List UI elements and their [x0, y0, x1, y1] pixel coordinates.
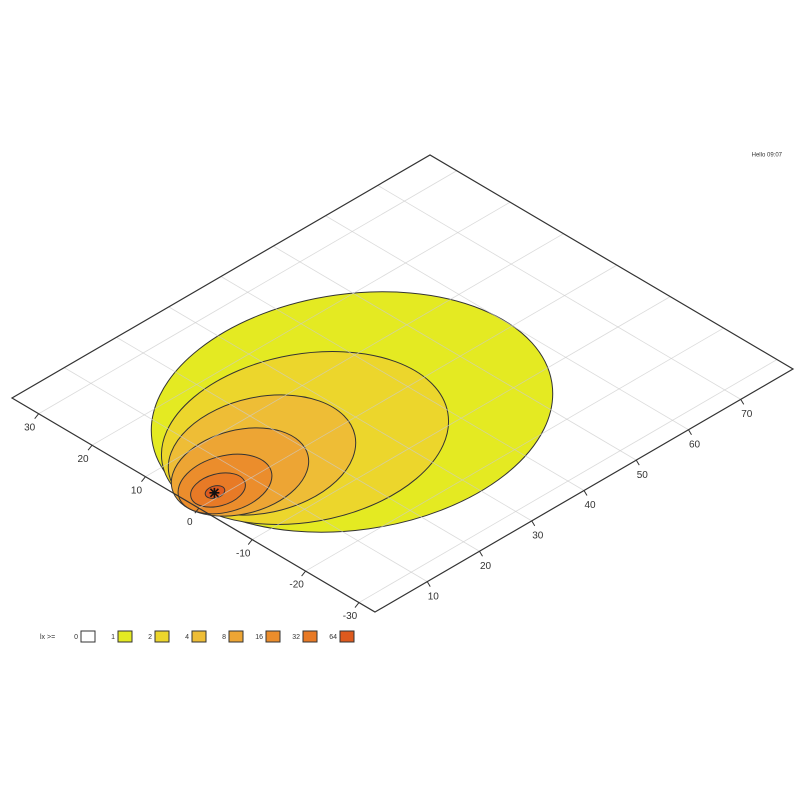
legend-swatch	[339, 630, 355, 643]
legend-swatch	[154, 630, 170, 643]
grid-line	[38, 170, 457, 415]
stamp: Hello 09:07	[752, 153, 783, 159]
grid-line	[198, 264, 618, 509]
legend-label: 16	[255, 634, 263, 641]
legend-label: 32	[292, 634, 300, 641]
x-tick	[531, 520, 536, 527]
grid-line	[273, 245, 637, 461]
legend-label: 8	[222, 634, 226, 641]
x-tick	[688, 429, 692, 436]
legend-swatch	[191, 630, 207, 643]
x-tick	[583, 490, 588, 496]
y-tick-label: 10	[131, 485, 143, 496]
legend-label: 64	[329, 634, 337, 641]
y-tick	[34, 413, 40, 420]
x-tick-label: 20	[480, 561, 492, 572]
y-tick-label: 20	[78, 454, 90, 465]
y-tick	[354, 602, 360, 608]
y-tick	[141, 476, 146, 482]
y-tick	[301, 570, 306, 577]
x-tick	[740, 399, 745, 405]
source-marker	[209, 487, 220, 498]
legend-title: lx >=	[40, 634, 55, 641]
legend-swatch	[302, 630, 318, 643]
y-tick-label: 30	[24, 422, 36, 433]
y-tick	[194, 507, 200, 514]
x-tick	[479, 550, 483, 557]
legend-label: 4	[185, 634, 189, 641]
x-tick-label: 30	[532, 531, 544, 542]
legend-swatch	[265, 630, 281, 643]
grid-line	[325, 215, 689, 431]
x-tick-label: 10	[428, 591, 440, 602]
y-tick	[87, 444, 93, 451]
legend-label: 1	[111, 634, 115, 641]
grid-line	[91, 201, 511, 446]
legend-label: 2	[148, 634, 152, 641]
y-tick-label: -20	[289, 580, 304, 591]
y-tick-label: -30	[343, 611, 358, 622]
legend-swatch	[228, 630, 244, 643]
x-tick-label: 70	[741, 409, 753, 420]
x-tick	[635, 459, 640, 466]
x-tick-label: 50	[637, 470, 649, 481]
legend-label: 0	[74, 634, 78, 641]
x-tick-label: 40	[584, 500, 596, 511]
plot-border	[10, 154, 795, 613]
legend-swatch	[80, 630, 96, 643]
grid-line	[116, 336, 480, 552]
y-tick	[247, 539, 253, 545]
grid-line	[64, 367, 428, 582]
grid-line	[358, 359, 778, 603]
y-tick-label: -10	[236, 548, 251, 559]
grid-line	[145, 233, 564, 478]
x-tick-label: 60	[689, 439, 701, 450]
grid-line	[305, 327, 724, 572]
grid-line	[168, 306, 532, 522]
legend-swatch	[117, 630, 133, 643]
grid-line	[377, 185, 741, 400]
grid-line	[252, 296, 671, 540]
x-tick	[426, 581, 431, 587]
grid-line	[220, 276, 585, 491]
y-tick-label: 0	[187, 517, 193, 528]
